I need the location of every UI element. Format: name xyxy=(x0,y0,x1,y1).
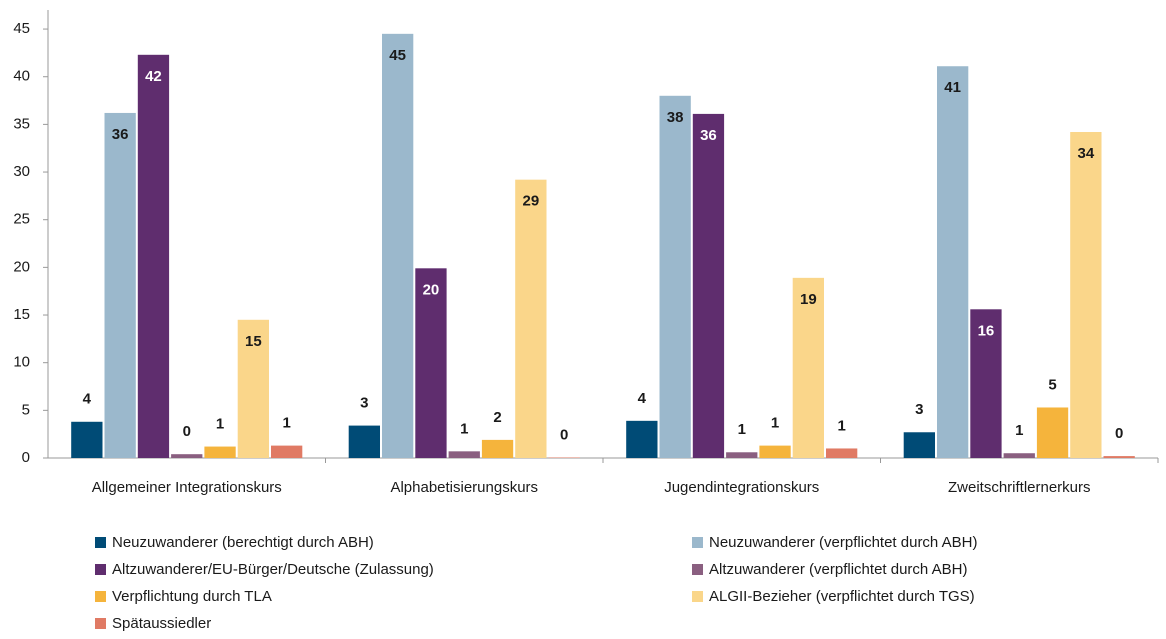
data-label: 4 xyxy=(638,390,647,407)
legend-swatch xyxy=(95,618,106,629)
data-label: 0 xyxy=(183,423,191,440)
legend-label: Spätaussiedler xyxy=(112,615,211,632)
data-label: 0 xyxy=(1115,425,1123,442)
y-tick-label: 40 xyxy=(13,68,30,85)
legend-label: Neuzuwanderer (berechtigt durch ABH) xyxy=(112,534,374,551)
data-label: 42 xyxy=(145,68,162,85)
bar xyxy=(348,425,380,458)
bar xyxy=(659,95,691,458)
x-tick-label: Allgemeiner Integrationskurs xyxy=(92,479,282,496)
data-label: 1 xyxy=(216,416,224,433)
data-label: 0 xyxy=(560,426,568,443)
bar xyxy=(1070,132,1102,458)
y-tick-label: 15 xyxy=(13,306,30,323)
bar xyxy=(104,112,136,459)
bar xyxy=(692,113,725,458)
data-label: 34 xyxy=(1078,145,1095,162)
data-label: 45 xyxy=(389,47,406,64)
bar xyxy=(826,448,858,458)
data-label: 1 xyxy=(771,415,779,432)
data-label: 19 xyxy=(800,291,817,308)
data-label: 41 xyxy=(944,79,961,96)
y-tick-label: 45 xyxy=(13,20,30,37)
legend-label: Neuzuwanderer (verpflichtet durch ABH) xyxy=(709,534,977,551)
legend-swatch xyxy=(692,591,703,602)
bar xyxy=(626,420,658,458)
x-tick-label: Alphabetisierungskurs xyxy=(390,479,538,496)
bar xyxy=(204,446,236,458)
bar xyxy=(71,421,103,458)
data-label: 2 xyxy=(493,409,501,426)
data-label: 3 xyxy=(915,401,923,418)
data-label: 36 xyxy=(112,126,129,143)
x-tick-label: Zweitschriftlernerkurs xyxy=(948,479,1091,496)
legend-label: Verpflichtung durch TLA xyxy=(112,588,272,605)
bar xyxy=(271,445,303,458)
bar xyxy=(382,33,414,459)
data-label: 36 xyxy=(700,127,717,144)
legend-swatch xyxy=(95,537,106,548)
data-label: 29 xyxy=(523,193,540,210)
bar xyxy=(1103,456,1135,458)
bar xyxy=(448,451,480,458)
bar xyxy=(171,454,203,458)
y-tick-label: 25 xyxy=(13,211,30,228)
bar xyxy=(237,319,269,458)
bar xyxy=(903,432,935,458)
bar xyxy=(1003,453,1035,458)
data-label: 3 xyxy=(360,395,368,412)
bar xyxy=(759,445,791,458)
data-label: 1 xyxy=(1015,422,1023,439)
legend-swatch xyxy=(692,564,703,575)
y-tick-label: 0 xyxy=(22,449,30,466)
data-label: 1 xyxy=(282,415,290,432)
legend-label: Altzuwanderer/EU-Bürger/Deutsche (Zulass… xyxy=(112,561,434,578)
data-label: 38 xyxy=(667,109,684,126)
bar xyxy=(415,268,447,458)
bar xyxy=(792,277,824,458)
bar xyxy=(1036,407,1069,458)
y-tick-label: 20 xyxy=(13,258,30,275)
data-label: 15 xyxy=(245,333,262,350)
bar xyxy=(726,452,758,458)
x-tick-label: Jugendintegrationskurs xyxy=(664,479,819,496)
y-tick-label: 30 xyxy=(13,163,30,180)
legend-swatch xyxy=(95,564,106,575)
bar xyxy=(137,54,170,459)
y-tick-label: 10 xyxy=(13,354,30,371)
legend-label: ALGII-Bezieher (verpflichtet durch TGS) xyxy=(709,588,975,605)
data-label: 20 xyxy=(423,281,440,298)
legend-label: Altzuwanderer (verpflichtet durch ABH) xyxy=(709,561,967,578)
data-label: 1 xyxy=(738,421,746,438)
legend-swatch xyxy=(692,537,703,548)
data-label: 16 xyxy=(978,322,995,339)
y-tick-label: 35 xyxy=(13,115,30,132)
data-label: 1 xyxy=(460,420,468,437)
legend-swatch xyxy=(95,591,106,602)
data-label: 5 xyxy=(1048,376,1056,393)
data-label: 4 xyxy=(83,391,92,408)
data-label: 1 xyxy=(837,417,845,434)
bar xyxy=(970,309,1002,458)
y-tick-label: 5 xyxy=(22,401,30,418)
bar xyxy=(937,66,969,459)
bar xyxy=(481,439,514,458)
bar xyxy=(515,179,547,458)
